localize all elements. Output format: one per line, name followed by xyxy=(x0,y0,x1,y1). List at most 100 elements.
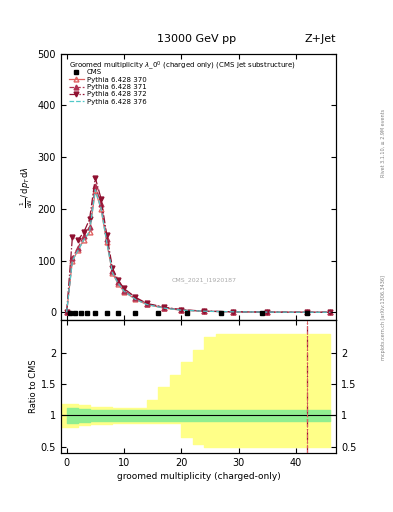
Line: CMS: CMS xyxy=(67,311,310,316)
Pythia 6.428 371 xyxy=(70,255,75,261)
Pythia 6.428 371 xyxy=(133,295,138,302)
Pythia 6.428 376 xyxy=(133,296,138,303)
Pythia 6.428 376 xyxy=(121,288,126,294)
Pythia 6.428 370 xyxy=(121,288,126,294)
Pythia 6.428 370 xyxy=(87,229,92,235)
Legend: CMS, Pythia 6.428 370, Pythia 6.428 371, Pythia 6.428 372, Pythia 6.428 376: CMS, Pythia 6.428 370, Pythia 6.428 371,… xyxy=(66,67,149,108)
Pythia 6.428 376 xyxy=(305,309,310,315)
Pythia 6.428 376 xyxy=(81,237,86,243)
Pythia 6.428 370 xyxy=(145,302,149,308)
Pythia 6.428 370 xyxy=(162,305,167,311)
Pythia 6.428 376 xyxy=(179,307,184,313)
Pythia 6.428 376 xyxy=(87,228,92,234)
Pythia 6.428 371 xyxy=(93,182,97,188)
Pythia 6.428 372 xyxy=(81,229,86,235)
X-axis label: groomed multiplicity (charged-only): groomed multiplicity (charged-only) xyxy=(117,472,280,481)
Pythia 6.428 371 xyxy=(230,309,235,315)
Pythia 6.428 376 xyxy=(70,258,75,264)
Pythia 6.428 372 xyxy=(121,285,126,291)
Pythia 6.428 371 xyxy=(179,307,184,313)
Pythia 6.428 371 xyxy=(121,287,126,293)
CMS xyxy=(219,310,224,316)
CMS xyxy=(305,310,310,316)
Pythia 6.428 370 xyxy=(105,240,109,246)
Pythia 6.428 370 xyxy=(93,188,97,194)
Pythia 6.428 371 xyxy=(162,305,167,311)
Pythia 6.428 371 xyxy=(328,309,332,315)
Pythia 6.428 371 xyxy=(87,224,92,230)
Pythia 6.428 371 xyxy=(76,245,81,251)
Pythia 6.428 371 xyxy=(105,236,109,242)
Pythia 6.428 371 xyxy=(99,201,103,207)
Pythia 6.428 370 xyxy=(179,307,184,313)
Text: 13000 GeV pp: 13000 GeV pp xyxy=(157,33,236,44)
Pythia 6.428 370 xyxy=(76,247,81,253)
Pythia 6.428 372 xyxy=(328,309,332,315)
Pythia 6.428 371 xyxy=(145,301,149,307)
Pythia 6.428 370 xyxy=(64,309,69,315)
Line: Pythia 6.428 372: Pythia 6.428 372 xyxy=(64,176,333,315)
Pythia 6.428 372 xyxy=(133,294,138,301)
Pythia 6.428 376 xyxy=(162,305,167,311)
Pythia 6.428 370 xyxy=(81,237,86,243)
Text: CMS_2021_I1920187: CMS_2021_I1920187 xyxy=(171,277,237,283)
Pythia 6.428 372 xyxy=(305,309,310,315)
Pythia 6.428 376 xyxy=(328,309,332,315)
CMS xyxy=(133,310,138,316)
Pythia 6.428 372 xyxy=(110,265,115,271)
CMS xyxy=(156,310,161,316)
Pythia 6.428 371 xyxy=(110,268,115,274)
Pythia 6.428 370 xyxy=(110,270,115,276)
Pythia 6.428 370 xyxy=(202,308,207,314)
Pythia 6.428 371 xyxy=(265,309,270,315)
Pythia 6.428 372 xyxy=(202,308,207,314)
Pythia 6.428 371 xyxy=(305,309,310,315)
Line: Pythia 6.428 371: Pythia 6.428 371 xyxy=(64,183,333,315)
Text: Groomed multiplicity $\lambda\_0^0$ (charged only) (CMS jet substructure): Groomed multiplicity $\lambda\_0^0$ (cha… xyxy=(69,59,296,72)
Line: Pythia 6.428 376: Pythia 6.428 376 xyxy=(67,190,330,312)
Pythia 6.428 370 xyxy=(265,309,270,315)
Pythia 6.428 372 xyxy=(70,234,75,240)
CMS xyxy=(105,310,109,316)
CMS xyxy=(73,310,77,316)
Pythia 6.428 371 xyxy=(116,279,121,285)
CMS xyxy=(185,310,189,316)
Pythia 6.428 376 xyxy=(76,247,81,253)
CMS xyxy=(259,310,264,316)
Pythia 6.428 376 xyxy=(202,308,207,314)
Pythia 6.428 371 xyxy=(202,308,207,314)
Line: Pythia 6.428 370: Pythia 6.428 370 xyxy=(64,188,333,315)
CMS xyxy=(67,310,72,316)
CMS xyxy=(116,310,121,316)
Pythia 6.428 376 xyxy=(116,280,121,286)
Pythia 6.428 376 xyxy=(93,187,97,193)
Pythia 6.428 372 xyxy=(230,309,235,315)
CMS xyxy=(84,310,89,316)
Y-axis label: $\frac{1}{\mathrm{d}N}\,/\,\mathrm{d}p_T\,\mathrm{d}\lambda$: $\frac{1}{\mathrm{d}N}\,/\,\mathrm{d}p_T… xyxy=(18,166,35,208)
Pythia 6.428 372 xyxy=(179,307,184,313)
CMS xyxy=(93,310,97,316)
Pythia 6.428 372 xyxy=(99,196,103,202)
Pythia 6.428 376 xyxy=(145,302,149,308)
Pythia 6.428 376 xyxy=(64,309,69,315)
Pythia 6.428 376 xyxy=(99,205,103,211)
Pythia 6.428 376 xyxy=(105,239,109,245)
Pythia 6.428 372 xyxy=(93,175,97,181)
Pythia 6.428 370 xyxy=(328,309,332,315)
Pythia 6.428 370 xyxy=(305,309,310,315)
Pythia 6.428 372 xyxy=(145,301,149,307)
Text: mcplots.cern.ch [arXiv:1306.3436]: mcplots.cern.ch [arXiv:1306.3436] xyxy=(381,275,386,360)
Pythia 6.428 376 xyxy=(265,309,270,315)
Pythia 6.428 370 xyxy=(133,296,138,303)
Pythia 6.428 372 xyxy=(116,277,121,283)
Pythia 6.428 376 xyxy=(230,309,235,315)
Pythia 6.428 370 xyxy=(230,309,235,315)
Pythia 6.428 372 xyxy=(76,237,81,243)
Pythia 6.428 370 xyxy=(99,206,103,212)
Pythia 6.428 376 xyxy=(110,270,115,276)
Pythia 6.428 370 xyxy=(70,258,75,264)
Y-axis label: Ratio to CMS: Ratio to CMS xyxy=(29,360,38,413)
Pythia 6.428 372 xyxy=(64,309,69,315)
Pythia 6.428 372 xyxy=(265,309,270,315)
Pythia 6.428 370 xyxy=(116,281,121,287)
